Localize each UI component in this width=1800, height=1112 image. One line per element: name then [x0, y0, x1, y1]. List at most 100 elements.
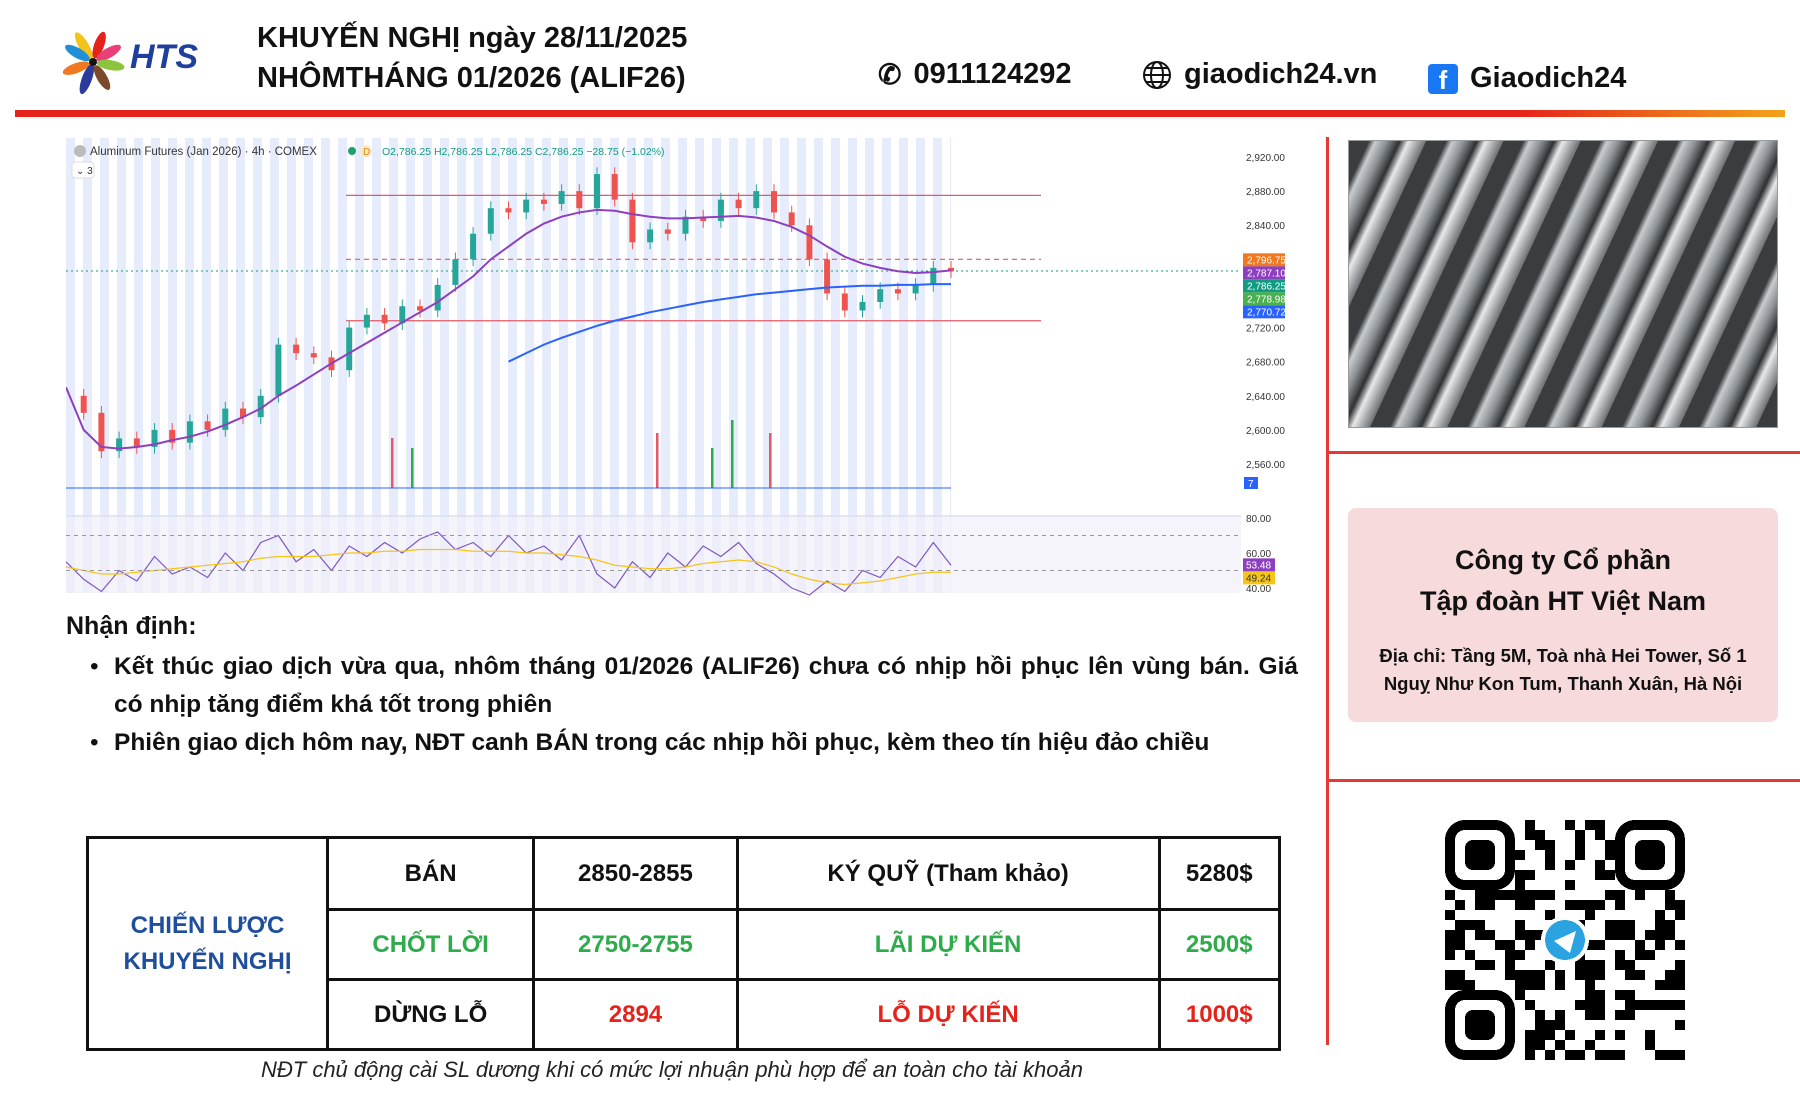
symbol-title: Aluminum Futures (Jan 2026) · 4h · COMEX: [90, 146, 317, 158]
address-line1: Địa chỉ: Tầng 5M, Toà nhà Hei Tower, Số …: [1379, 645, 1747, 666]
company-info-card: Công ty Cổ phần Tập đoàn HT Việt Nam Địa …: [1348, 508, 1778, 722]
candle: [169, 429, 176, 443]
candle: [381, 314, 388, 324]
volume-bar: [656, 433, 659, 488]
candle: [363, 314, 370, 328]
candle: [523, 199, 530, 213]
candle: [753, 191, 760, 209]
price-tick: 2,880.00: [1246, 187, 1285, 198]
column-divider: [1326, 137, 1329, 1045]
candle: [700, 216, 707, 221]
candle: [771, 191, 777, 213]
rsi-tick: 40.00: [1246, 584, 1271, 595]
candle: [133, 438, 140, 447]
price-label-text: 2,787.10: [1247, 268, 1286, 279]
symbol-icon: [74, 145, 86, 157]
price-tick: 2,720.00: [1246, 324, 1285, 335]
rsi-panel: [66, 515, 1241, 593]
volume-badge-text: 7: [1248, 479, 1254, 490]
phone-icon: ✆: [878, 59, 902, 90]
candle: [664, 229, 671, 234]
qr-finder: [1445, 990, 1515, 1060]
rsi-label-text: 49.24: [1246, 573, 1271, 584]
candle: [452, 259, 459, 285]
candle: [877, 289, 884, 302]
footer-note: NĐT chủ động cài SL dương khi có mức lợi…: [261, 1057, 1083, 1082]
candle: [505, 208, 512, 213]
website-text: giaodich24.vn: [1184, 58, 1378, 90]
telegram-qr-code[interactable]: [1445, 820, 1685, 1060]
ma-line-purple: [66, 208, 952, 450]
facebook-icon: f: [1428, 63, 1458, 95]
profit-label: LÃI DỰ KIẾN: [735, 908, 1161, 981]
volume-bar: [711, 448, 714, 488]
candle: [293, 344, 300, 354]
candle: [735, 199, 742, 209]
price-label-text: 2,796.75: [1247, 255, 1286, 266]
flag-badge: [360, 145, 372, 157]
candle: [859, 301, 866, 311]
indicator-collapse-button[interactable]: [71, 161, 95, 179]
loss-label: LỖ DỰ KIẾN: [735, 978, 1161, 1051]
candle: [594, 174, 600, 209]
candle: [275, 344, 282, 396]
qr-finder: [1615, 820, 1685, 890]
candle: [647, 229, 654, 243]
stop-loss-label: DỪNG LỖ: [325, 978, 536, 1051]
aluminum-coils-image: [1348, 140, 1778, 428]
globe-icon: [1143, 60, 1171, 89]
company-name-line2: Tập đoàn HT Việt Nam: [1419, 586, 1707, 616]
facebook-link[interactable]: f Giaodich24: [1428, 62, 1626, 95]
website-link[interactable]: giaodich24.vn: [1142, 58, 1377, 91]
volume-bar: [731, 420, 734, 488]
price-tick: 2,840.00: [1246, 221, 1285, 232]
price-chart[interactable]: 2,920.00 2,880.00 2,840.00 2,720.00 2,680.00…: [66, 138, 1316, 598]
candle: [417, 306, 423, 311]
margin-cell: 5280$: [1157, 836, 1282, 911]
phone-number: 0911124292: [913, 58, 1072, 90]
facebook-text: Giaodich24: [1470, 62, 1627, 94]
candle: [558, 191, 565, 204]
profit-cell: 2500$: [1157, 908, 1282, 981]
candle: [912, 284, 919, 294]
candle: [257, 395, 264, 418]
candle: [894, 289, 901, 294]
phone-contact[interactable]: ✆ 0911124292: [878, 58, 1072, 91]
right-divider-1: [1326, 451, 1800, 454]
price-label-badge: [1243, 279, 1285, 293]
right-divider-2: [1326, 779, 1800, 782]
pinwheel-logo-icon: [62, 31, 125, 95]
candle: [470, 233, 477, 260]
company-name-line1: Công ty Cổ phần: [1455, 545, 1671, 575]
price-label-text: 2,770.72: [1247, 307, 1286, 318]
volume-bar: [769, 433, 772, 488]
candle: [682, 216, 689, 234]
candle: [788, 212, 795, 226]
rsi-tick: 80.00: [1246, 514, 1271, 525]
candle: [434, 284, 441, 311]
header-divider: [15, 110, 1785, 117]
candle: [930, 267, 937, 285]
candle: [399, 306, 406, 324]
rsi-tick: 60.00: [1246, 549, 1271, 560]
volume-badge: [1244, 477, 1258, 489]
candle: [487, 208, 494, 234]
price-label-text: 2,778.98: [1247, 294, 1286, 305]
candle: [540, 199, 547, 204]
candle: [841, 293, 848, 311]
candle: [204, 421, 211, 430]
candle: [629, 199, 636, 243]
candle: [806, 225, 813, 260]
price-tick: 2,600.00: [1246, 426, 1285, 437]
hts-logo: HTS: [60, 22, 210, 103]
analysis-list: Kết thúc giao dịch vừa qua, nhôm tháng 0…: [90, 648, 1298, 762]
market-status-icon: [348, 147, 356, 155]
entry-cell: 2850-2855: [532, 836, 739, 911]
analysis-bullet: Kết thúc giao dịch vừa qua, nhôm tháng 0…: [90, 648, 1298, 724]
price-label-text: 2,786.25: [1247, 281, 1286, 292]
report-subtitle: NHÔMTHÁNG 01/2026 (ALIF26): [257, 62, 686, 94]
action-cell: BÁN: [325, 836, 536, 911]
price-label-badge: [1243, 292, 1285, 306]
candle: [611, 174, 618, 200]
rsi-label-badge: [1243, 558, 1275, 572]
